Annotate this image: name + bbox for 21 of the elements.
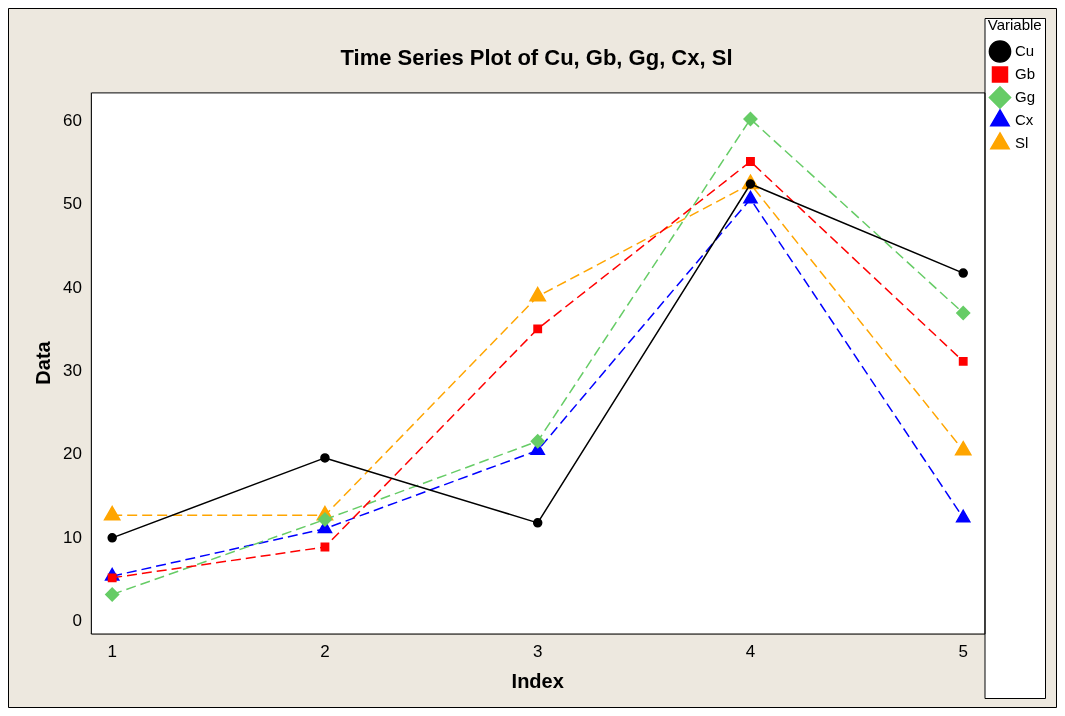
legend-label: Cx	[1014, 110, 1034, 128]
y-tick-label: 60	[62, 111, 82, 131]
legend-label: Gb	[1014, 64, 1036, 82]
x-tick-label: 2	[320, 642, 330, 662]
y-tick-label: 10	[62, 527, 82, 547]
y-axis-title: Data	[31, 340, 54, 385]
x-tick-label: 4	[745, 642, 756, 662]
y-tick-label: 50	[62, 194, 82, 214]
y-tick-label: 0	[72, 610, 82, 630]
chart-title: Time Series Plot of Cu, Gb, Gg, Cx, Sl	[340, 45, 733, 71]
x-tick-label: 3	[532, 642, 543, 662]
y-tick-label: 30	[62, 361, 82, 381]
x-tick-label: 1	[107, 642, 117, 662]
legend-title: Variable	[987, 15, 1042, 33]
y-tick-label: 20	[62, 444, 82, 464]
x-tick-label: 5	[958, 642, 968, 662]
x-axis-title: Index	[511, 669, 564, 692]
legend-label: Sl	[1014, 133, 1029, 151]
legend-label: Gg	[1014, 87, 1036, 105]
legend-label: Cu	[1014, 41, 1035, 59]
y-tick-label: 40	[62, 277, 82, 297]
